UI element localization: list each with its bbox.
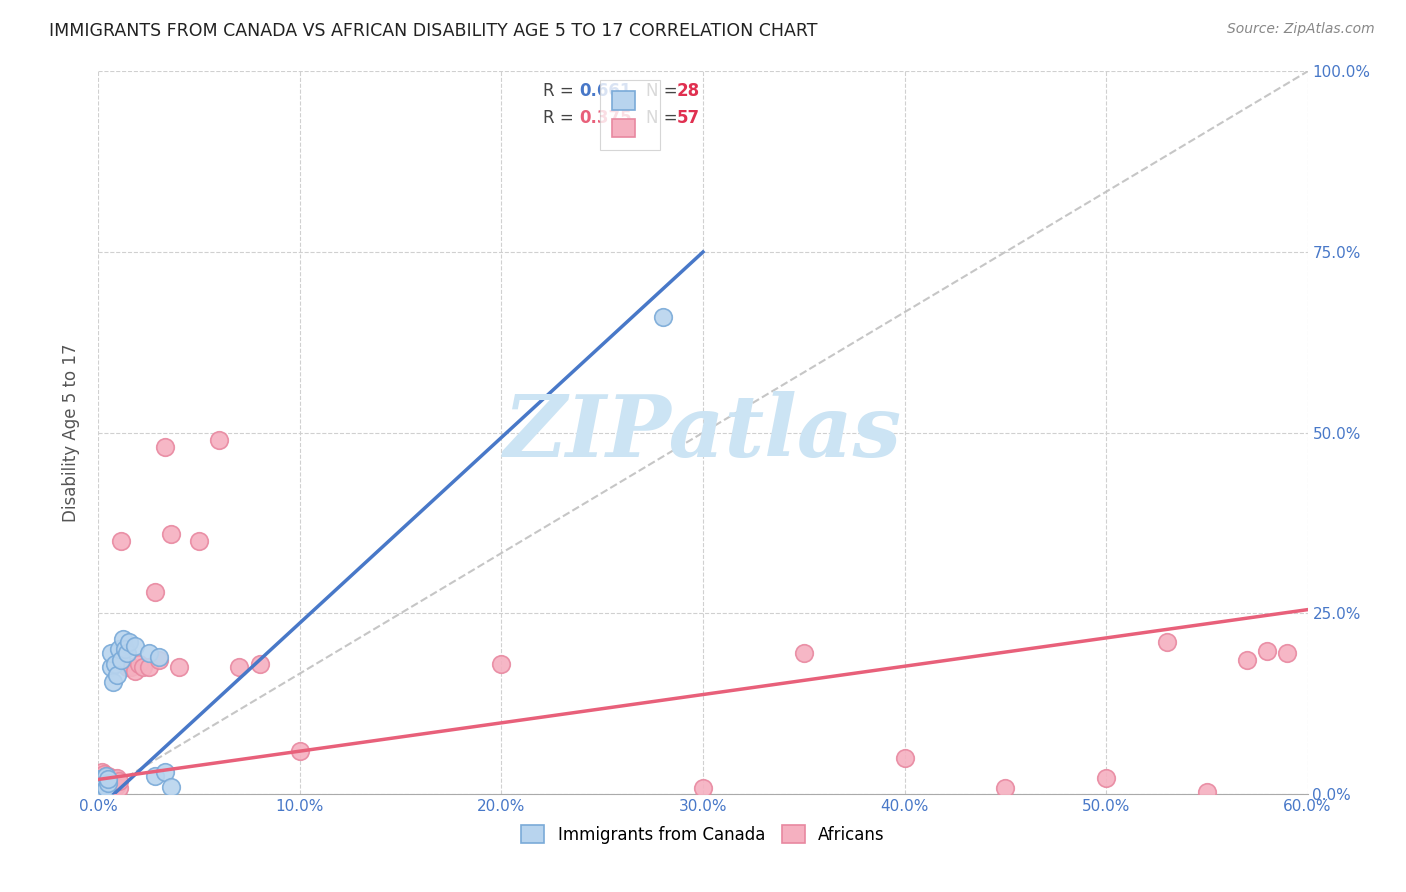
Point xyxy=(994,781,1017,796)
Point xyxy=(100,776,122,790)
Text: N =: N = xyxy=(647,110,683,128)
Point xyxy=(124,639,146,653)
Text: R =: R = xyxy=(543,110,579,128)
Point xyxy=(89,778,111,792)
Text: 0.661: 0.661 xyxy=(579,82,633,100)
Point xyxy=(103,657,125,671)
Point xyxy=(692,781,714,796)
Y-axis label: Disability Age 5 to 17: Disability Age 5 to 17 xyxy=(62,343,80,522)
Point xyxy=(138,660,160,674)
Point xyxy=(1277,646,1299,660)
Point xyxy=(101,773,124,788)
Legend: Immigrants from Canada, Africans: Immigrants from Canada, Africans xyxy=(515,819,891,851)
Point xyxy=(105,778,128,792)
Point xyxy=(793,646,815,660)
Point xyxy=(93,776,115,790)
Point xyxy=(208,433,231,447)
Point xyxy=(101,674,124,689)
Point xyxy=(651,310,673,324)
Point xyxy=(107,773,129,788)
Point xyxy=(114,642,136,657)
Point xyxy=(1156,635,1178,649)
Point xyxy=(110,653,132,667)
Point xyxy=(1256,644,1278,658)
Point xyxy=(96,769,118,783)
Point xyxy=(115,660,138,674)
Point xyxy=(228,660,250,674)
Text: Source: ZipAtlas.com: Source: ZipAtlas.com xyxy=(1227,22,1375,37)
Text: ZIPatlas: ZIPatlas xyxy=(503,391,903,475)
Point xyxy=(100,771,122,785)
Point xyxy=(93,781,115,796)
Point xyxy=(107,781,129,796)
Point xyxy=(91,771,114,785)
Text: R =: R = xyxy=(543,82,579,100)
Point xyxy=(96,773,118,788)
Point xyxy=(138,646,160,660)
Point xyxy=(101,780,124,794)
Point xyxy=(97,780,120,794)
Point xyxy=(93,772,115,787)
Text: N =: N = xyxy=(647,82,683,100)
Point xyxy=(249,657,271,671)
Point xyxy=(153,440,176,454)
Point xyxy=(97,769,120,783)
Point xyxy=(1236,653,1258,667)
Point xyxy=(167,660,190,674)
Point xyxy=(128,657,150,671)
Point xyxy=(1195,785,1218,799)
Point xyxy=(97,773,120,788)
Point xyxy=(148,649,170,664)
Point xyxy=(160,526,183,541)
Point xyxy=(105,771,128,785)
Point xyxy=(97,776,120,790)
Point xyxy=(111,632,134,646)
Text: IMMIGRANTS FROM CANADA VS AFRICAN DISABILITY AGE 5 TO 17 CORRELATION CHART: IMMIGRANTS FROM CANADA VS AFRICAN DISABI… xyxy=(49,22,818,40)
Point xyxy=(103,780,125,794)
Point xyxy=(91,783,114,797)
Point xyxy=(288,743,311,757)
Point xyxy=(89,780,111,794)
Point xyxy=(93,766,115,780)
Point xyxy=(1095,771,1118,785)
Point xyxy=(143,584,166,599)
Point xyxy=(89,769,111,783)
Point xyxy=(91,765,114,780)
Point xyxy=(110,533,132,548)
Point xyxy=(93,771,115,785)
Point xyxy=(120,660,142,674)
Point xyxy=(96,781,118,796)
Point xyxy=(91,773,114,788)
Point xyxy=(124,664,146,678)
Text: 57: 57 xyxy=(676,110,700,128)
Point xyxy=(89,772,111,787)
Point xyxy=(89,773,111,788)
Point xyxy=(143,769,166,783)
Point xyxy=(91,781,114,796)
Point xyxy=(93,778,115,792)
Text: 28: 28 xyxy=(676,82,700,100)
Point xyxy=(132,660,155,674)
Point xyxy=(96,769,118,783)
Point xyxy=(118,635,141,649)
Point xyxy=(148,653,170,667)
Point xyxy=(100,660,122,674)
Point xyxy=(91,776,114,790)
Point xyxy=(96,780,118,794)
Point xyxy=(103,772,125,787)
Point xyxy=(491,657,513,671)
Point xyxy=(188,533,211,548)
Point xyxy=(97,772,120,787)
Point xyxy=(111,657,134,671)
Point xyxy=(153,765,176,780)
Point xyxy=(100,646,122,660)
Point xyxy=(105,667,128,681)
Point xyxy=(100,781,122,796)
Point xyxy=(160,780,183,794)
Point xyxy=(115,646,138,660)
Point xyxy=(107,642,129,657)
Text: 0.375: 0.375 xyxy=(579,110,633,128)
Point xyxy=(893,751,915,765)
